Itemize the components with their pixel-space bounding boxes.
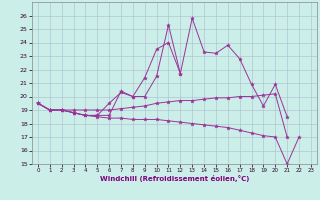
X-axis label: Windchill (Refroidissement éolien,°C): Windchill (Refroidissement éolien,°C) [100,175,249,182]
